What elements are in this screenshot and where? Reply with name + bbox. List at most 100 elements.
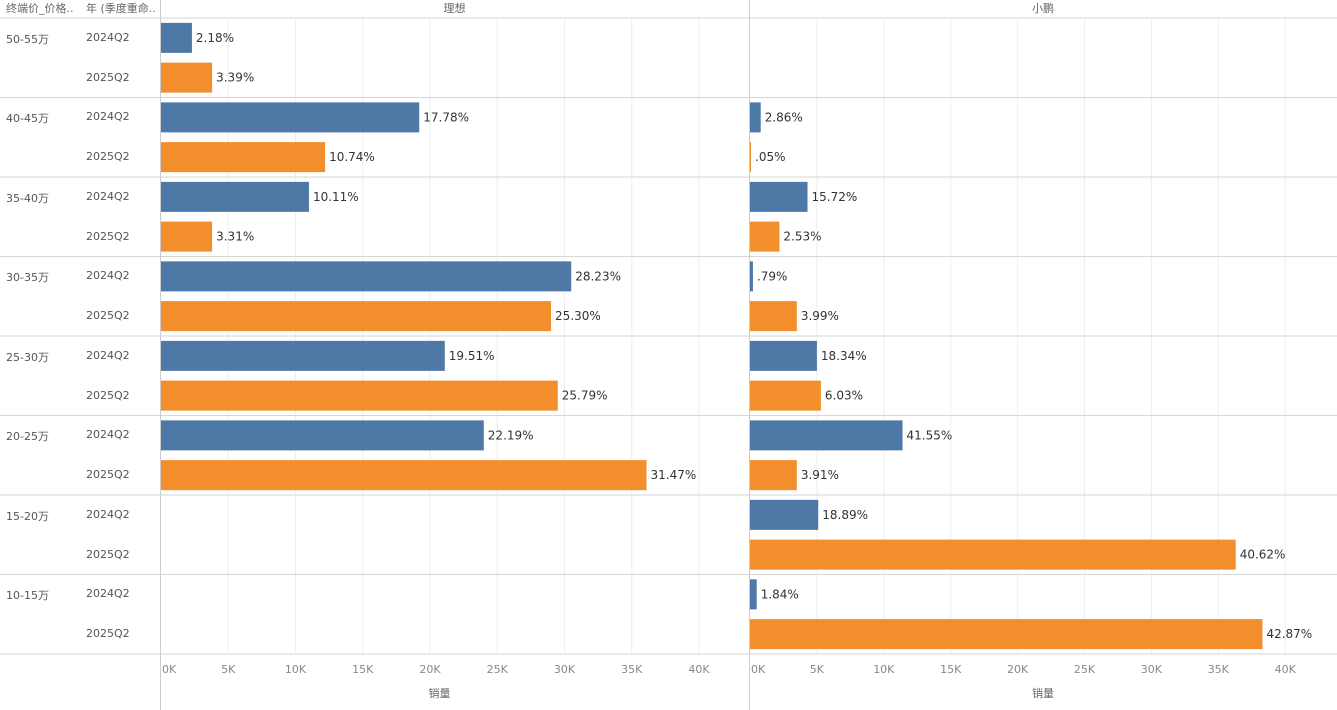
price-band-label: 35-40万 (6, 191, 49, 205)
quarter-label: 2024Q2 (86, 428, 130, 442)
data-label: 41.55% (907, 428, 953, 442)
data-label: .79% (757, 269, 788, 283)
bar (161, 420, 484, 451)
data-label: 3.39% (216, 71, 254, 85)
data-label: 2.18% (196, 31, 234, 45)
quarter-label: 2024Q2 (86, 30, 130, 44)
data-label: 3.91% (801, 468, 839, 482)
quarter-label: 2025Q2 (86, 150, 130, 164)
data-label: 3.99% (801, 309, 839, 323)
quarter-label: 2025Q2 (86, 229, 130, 243)
axis-title: 销量 (429, 686, 451, 700)
quarter-label: 2025Q2 (86, 309, 130, 323)
panel-title-lixiang: 理想 (443, 2, 466, 15)
data-label: 42.87% (1266, 627, 1312, 641)
quarter-label: 2024Q2 (86, 189, 130, 203)
data-label: 6.03% (825, 389, 863, 403)
axis-title: 销量 (1032, 686, 1054, 700)
axis-tick-label: 40K (1275, 663, 1297, 676)
bar (750, 181, 808, 212)
data-label: 28.23% (575, 269, 621, 283)
data-label: 40.62% (1240, 548, 1286, 562)
price-band-label: 20-25万 (6, 430, 49, 444)
data-label: 2.86% (765, 110, 803, 124)
data-label: 25.79% (562, 389, 608, 403)
data-label: 17.78% (423, 110, 469, 124)
data-label: 10.11% (313, 190, 359, 204)
data-label: .05% (755, 150, 786, 164)
bar (750, 142, 751, 173)
bar (161, 62, 213, 93)
header-year-quarter[interactable]: 年 (季度重命.. (86, 2, 156, 15)
axis-tick-label: 40K (688, 663, 710, 676)
data-label: 19.51% (449, 349, 495, 363)
quarter-label: 2025Q2 (86, 468, 130, 482)
price-band-label: 15-20万 (6, 509, 49, 523)
bar (161, 380, 558, 411)
bar (750, 420, 903, 451)
bar (161, 181, 309, 212)
bar (750, 619, 1263, 650)
data-label: 25.30% (555, 309, 601, 323)
quarter-label: 2024Q2 (86, 587, 130, 601)
panel-title-xiaopeng: 小鹏 (1032, 2, 1054, 15)
bar (161, 142, 326, 173)
quarter-label: 2024Q2 (86, 110, 130, 124)
axis-tick-label: 5K (810, 663, 825, 676)
quarter-label: 2024Q2 (86, 348, 130, 362)
data-label: 1.84% (761, 587, 799, 601)
axis-tick-label: 25K (487, 663, 509, 676)
bar (750, 340, 817, 371)
data-label: 31.47% (651, 468, 697, 482)
data-label: 22.19% (488, 428, 534, 442)
bar (750, 539, 1236, 570)
bar (750, 460, 797, 491)
axis-tick-label: 0K (751, 663, 766, 676)
bar (161, 221, 213, 252)
axis-tick-label: 10K (873, 663, 895, 676)
bar (750, 261, 753, 292)
axis-tick-label: 10K (285, 663, 307, 676)
quarter-label: 2025Q2 (86, 388, 130, 402)
axis-tick-label: 20K (1007, 663, 1029, 676)
price-band-label: 50-55万 (6, 32, 49, 46)
axis-tick-label: 20K (419, 663, 441, 676)
quarter-label: 2025Q2 (86, 547, 130, 561)
axis-tick-label: 25K (1074, 663, 1096, 676)
bar (161, 102, 420, 133)
bar (161, 340, 445, 371)
price-band-label: 25-30万 (6, 350, 49, 364)
axis-tick-label: 35K (621, 663, 643, 676)
price-band-label: 30-35万 (6, 271, 49, 285)
quarter-label: 2024Q2 (86, 507, 130, 521)
axis-tick-label: 35K (1208, 663, 1230, 676)
axis-tick-label: 15K (940, 663, 962, 676)
bar (161, 22, 192, 53)
axis-tick-label: 30K (1141, 663, 1163, 676)
bar (750, 380, 821, 411)
price-band-label: 10-15万 (6, 589, 49, 603)
axis-tick-label: 15K (352, 663, 374, 676)
data-label: 15.72% (812, 190, 858, 204)
bar (161, 261, 572, 292)
quarter-label: 2025Q2 (86, 627, 130, 641)
header-price-band[interactable]: 终端价_价格.. (6, 2, 74, 15)
bar (750, 301, 797, 332)
bar (750, 221, 780, 252)
axis-tick-label: 5K (221, 663, 236, 676)
bar (161, 301, 552, 332)
bar (161, 460, 647, 491)
bar (750, 102, 761, 133)
bar (750, 499, 819, 530)
quarter-label: 2024Q2 (86, 269, 130, 283)
quarter-label: 2025Q2 (86, 70, 130, 84)
data-label: 2.53% (783, 230, 821, 244)
bar (750, 579, 757, 610)
data-label: 18.89% (822, 508, 868, 522)
axis-tick-label: 0K (162, 663, 177, 676)
axis-tick-label: 30K (554, 663, 576, 676)
data-label: 3.31% (216, 230, 254, 244)
data-label: 18.34% (821, 349, 867, 363)
data-label: 10.74% (329, 150, 375, 164)
